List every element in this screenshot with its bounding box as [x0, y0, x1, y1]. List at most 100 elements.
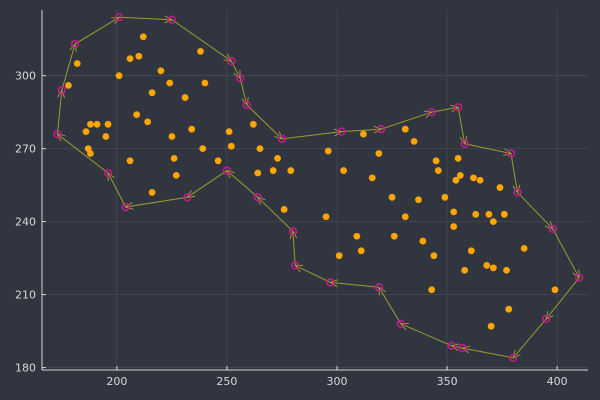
data-point-24 — [188, 125, 196, 133]
data-point-29 — [225, 128, 233, 136]
data-point-48 — [390, 232, 398, 240]
hull-vertex-8 — [277, 134, 287, 144]
hull-vertex-30 — [121, 202, 130, 212]
hull-edge-8 — [281, 131, 342, 140]
hull-edge-24 — [294, 264, 331, 283]
data-point-38 — [322, 213, 330, 221]
hull-edge-18 — [512, 318, 547, 359]
data-point-34 — [269, 167, 277, 174]
data-point-43 — [357, 247, 365, 255]
hull-edge-23 — [330, 281, 379, 288]
hull-vertex-21 — [447, 341, 456, 350]
hull-vertex-26 — [288, 227, 298, 236]
data-point-12 — [133, 111, 141, 118]
data-point-17 — [148, 89, 156, 97]
hull-vertex-14 — [506, 149, 516, 158]
data-point-39 — [324, 147, 332, 155]
data-point-44 — [360, 130, 367, 138]
hull-vertex-22 — [396, 319, 406, 328]
hull-vertex-23 — [374, 283, 384, 292]
data-point-9 — [115, 72, 123, 80]
hull-edge-29 — [125, 196, 188, 208]
data-point-61 — [452, 176, 460, 184]
data-point-55 — [430, 252, 438, 260]
hull-vertex-15 — [513, 188, 522, 197]
hull-edge-22 — [378, 287, 402, 325]
data-point-56 — [432, 157, 440, 165]
data-point-22 — [172, 172, 180, 179]
data-point-68 — [476, 176, 484, 184]
y-tick-label-4: 300 — [15, 70, 36, 83]
hull-edge-4 — [171, 19, 232, 62]
data-point-32 — [254, 169, 262, 177]
data-point-75 — [500, 210, 508, 218]
data-point-27 — [201, 79, 209, 87]
hull-vertex-31 — [103, 168, 113, 178]
hull-edge-17 — [545, 277, 580, 320]
hull-vertex-10 — [376, 124, 386, 134]
y-tick-label-0: 180 — [15, 362, 36, 375]
x-tick-label-2: 300 — [327, 375, 348, 388]
data-point-1 — [73, 60, 81, 67]
data-point-25 — [197, 47, 204, 55]
data-point-10 — [126, 55, 134, 63]
hull-vertex-11 — [427, 107, 436, 117]
hull-edge-21 — [400, 323, 452, 347]
data-point-35 — [274, 154, 281, 162]
point-layer — [65, 33, 559, 330]
data-point-72 — [489, 218, 497, 226]
hull-edge-30 — [107, 172, 127, 208]
data-point-19 — [166, 79, 174, 87]
data-point-33 — [256, 145, 264, 153]
hull-edge-7 — [246, 104, 283, 140]
hull-edge-0 — [56, 90, 63, 135]
hull-vertex-1 — [57, 86, 67, 95]
y-tick-label-2: 240 — [15, 216, 36, 229]
hull-vertex-6 — [235, 73, 245, 83]
hull-edge-10 — [380, 111, 432, 130]
data-point-60 — [450, 208, 458, 216]
hull-edge-2 — [74, 16, 120, 45]
vertex-layer — [53, 13, 584, 363]
grid-layer — [42, 10, 588, 370]
hull-edge-20 — [451, 345, 463, 349]
data-point-42 — [353, 232, 361, 240]
hull-edge-13 — [464, 143, 512, 155]
hull-vertex-0 — [53, 129, 62, 139]
hull-edge-26 — [257, 196, 294, 232]
hull-vertex-24 — [326, 278, 335, 287]
data-point-71 — [487, 322, 495, 330]
hull-vertex-19 — [508, 353, 518, 363]
data-point-47 — [388, 193, 396, 201]
hull-vertex-13 — [460, 139, 469, 148]
data-point-2 — [82, 128, 90, 136]
data-point-13 — [135, 52, 143, 60]
hull-vertex-29 — [183, 193, 192, 202]
data-point-74 — [496, 184, 504, 191]
data-point-79 — [551, 286, 559, 294]
hull-arrow-31 — [56, 133, 66, 142]
data-point-67 — [472, 210, 480, 218]
data-point-28 — [214, 157, 222, 165]
x-tick-label-3: 350 — [437, 375, 458, 388]
hull-edge-6 — [239, 77, 248, 105]
data-point-46 — [375, 150, 383, 157]
data-point-11 — [126, 157, 134, 165]
axis-layer: 200 250 300 350 400 180 210 240 270 300 — [15, 10, 588, 388]
hull-edge-12 — [457, 107, 466, 144]
data-point-57 — [434, 167, 442, 174]
data-point-76 — [503, 266, 510, 274]
hull-vertex-18 — [541, 314, 551, 324]
data-point-52 — [415, 196, 422, 204]
data-point-15 — [144, 118, 152, 126]
data-point-41 — [340, 167, 348, 174]
hull-vertex-5 — [227, 56, 236, 66]
y-tick-label-3: 270 — [15, 143, 36, 156]
hull-vertex-28 — [222, 166, 232, 175]
data-point-20 — [168, 133, 176, 140]
x-tick-label-4: 400 — [547, 375, 568, 388]
hull-edge-27 — [226, 170, 259, 198]
data-point-59 — [450, 223, 458, 230]
data-point-7 — [102, 133, 110, 140]
